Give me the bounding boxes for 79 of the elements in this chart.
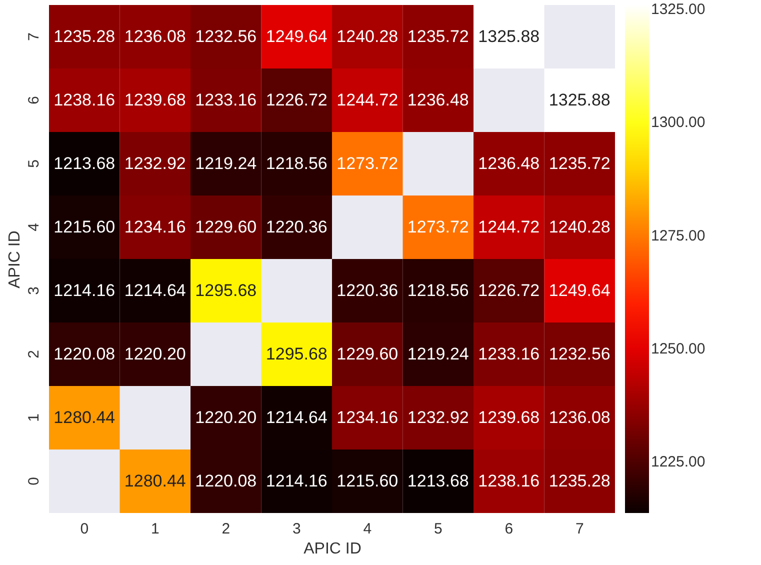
data-label: 1218.56 [266, 154, 328, 173]
color-bar-label: 1275.00 [651, 227, 706, 244]
x-tick-label: 2 [222, 520, 230, 538]
y-tick-label: 0 [26, 477, 42, 486]
y-tick-label: 6 [26, 96, 42, 104]
data-label: 1220.20 [124, 344, 186, 364]
y-tick-label: 4 [26, 223, 42, 232]
data-label: 1232.92 [124, 154, 186, 173]
data-label: 1244.72 [478, 217, 540, 236]
data-label: 1273.72 [336, 154, 398, 173]
color-bar-label: 1325.00 [651, 0, 706, 18]
data-label: 1220.20 [195, 408, 257, 427]
data-label: 1239.68 [124, 90, 186, 110]
data-label: 1229.60 [195, 217, 257, 236]
data-label: 1220.08 [54, 344, 116, 364]
data-label: 1220.08 [195, 471, 257, 490]
data-label: 1236.08 [124, 26, 186, 46]
data-label: 1325.88 [478, 26, 540, 46]
data-label: 1295.68 [195, 280, 257, 300]
data-label: 1214.64 [266, 408, 328, 427]
y-tick-label: 3 [26, 286, 42, 295]
data-label: 1213.68 [407, 471, 469, 490]
x-tick-label: 4 [363, 520, 372, 538]
data-label: 1219.24 [195, 154, 257, 173]
data-label: 1249.64 [548, 280, 610, 300]
data-label: 1218.56 [407, 280, 469, 300]
data-label: 1220.36 [266, 217, 328, 236]
data-label: 1232.92 [407, 408, 469, 427]
x-axis-title: APIC ID [304, 540, 362, 558]
data-label: 1236.08 [548, 408, 610, 427]
data-label: 1226.72 [266, 90, 328, 110]
data-label: 1214.16 [54, 280, 116, 300]
data-label: 1280.44 [54, 408, 116, 427]
data-label: 1214.16 [266, 471, 328, 490]
data-label: 1232.56 [195, 26, 257, 46]
y-tick-label: 5 [26, 160, 42, 168]
data-label: 1229.60 [336, 344, 398, 364]
data-label: 1219.24 [407, 344, 469, 364]
data-label: 1235.72 [407, 26, 469, 46]
data-label: 1238.16 [54, 90, 116, 110]
x-tick-label: 7 [575, 520, 584, 538]
data-label: 1234.16 [336, 408, 398, 427]
color-bar-label: 1250.00 [651, 340, 706, 358]
y-tick-label: 7 [26, 32, 42, 41]
data-label: 1226.72 [478, 280, 540, 300]
data-label: 1213.68 [54, 154, 116, 173]
data-label: 1235.72 [548, 154, 610, 173]
data-label: 1234.16 [124, 217, 186, 236]
data-label: 1233.16 [195, 90, 257, 110]
x-tick-label: 6 [504, 520, 514, 538]
data-label: 1240.28 [548, 217, 610, 236]
y-tick-label: 2 [26, 350, 42, 358]
y-axis-title: APIC ID [6, 230, 24, 288]
data-label: 1273.72 [407, 217, 469, 236]
data-label: 1215.60 [336, 471, 398, 490]
x-tick-label: 3 [292, 520, 301, 538]
x-tick-label: 5 [434, 520, 442, 538]
data-label: 1238.16 [478, 471, 540, 490]
data-label: 1236.48 [478, 154, 540, 173]
data-label: 1239.68 [478, 408, 540, 427]
x-tick-label: 0 [80, 520, 89, 538]
data-label: 1240.28 [336, 26, 398, 46]
data-label: 1235.28 [54, 26, 116, 46]
data-label: 1233.16 [478, 344, 540, 364]
data-label: 1249.64 [266, 26, 328, 46]
y-tick-label: 1 [26, 414, 42, 422]
data-label: 1220.36 [336, 280, 398, 300]
color-bar-label: 1225.00 [651, 454, 706, 471]
data-label: 1215.60 [54, 217, 116, 236]
data-label: 1232.56 [548, 344, 610, 364]
color-bar-label: 1300.00 [651, 114, 706, 132]
data-label: 1295.68 [266, 344, 328, 364]
data-label: 1236.48 [407, 90, 469, 110]
x-tick-label: 1 [150, 520, 160, 538]
data-label: 1325.88 [548, 90, 610, 110]
data-label: 1235.28 [548, 471, 610, 490]
data-label: 1280.44 [124, 471, 186, 490]
data-label: 1214.64 [124, 280, 186, 300]
data-label: 1244.72 [336, 90, 398, 110]
